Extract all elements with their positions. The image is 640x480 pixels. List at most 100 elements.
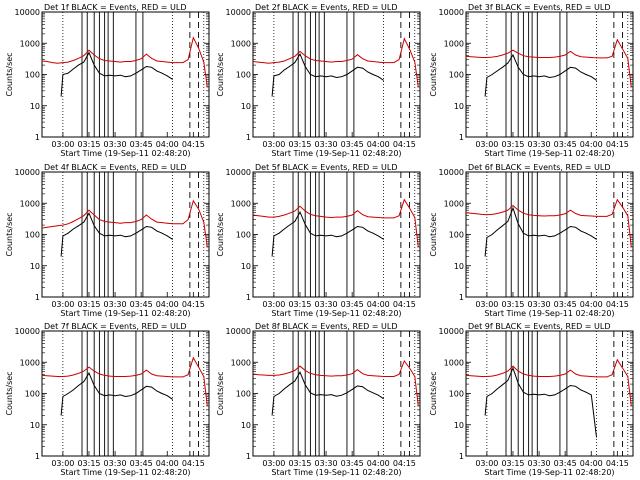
data-point-uld	[320, 215, 322, 217]
data-point-events	[151, 386, 152, 388]
data-point-events	[114, 235, 116, 237]
data-point-uld	[268, 216, 270, 218]
data-point-uld	[409, 48, 410, 50]
data-point-uld	[601, 376, 603, 378]
y-tick-label: 1000	[231, 358, 251, 367]
series-line-events	[484, 366, 597, 438]
data-point-uld	[622, 48, 623, 50]
y-tick-label: 10000	[15, 168, 40, 177]
data-point-uld	[377, 217, 379, 218]
data-point-uld	[268, 374, 270, 376]
plot-frame	[41, 330, 210, 457]
data-point-events	[580, 71, 582, 73]
data-point-events	[564, 388, 566, 390]
data-point-events	[517, 383, 519, 384]
data-point-events	[585, 232, 587, 234]
data-point-uld	[549, 57, 550, 58]
plot-frame	[41, 11, 210, 138]
data-point-events	[575, 226, 576, 228]
data-point-uld	[596, 376, 597, 378]
y-tick-label: 10000	[226, 327, 251, 336]
data-point-events	[356, 226, 358, 227]
data-point-events	[289, 224, 290, 226]
data-point-uld	[622, 206, 623, 208]
data-point-uld	[367, 374, 369, 376]
data-point-events	[377, 394, 379, 396]
data-point-uld	[403, 360, 405, 362]
y-tick-label: 100	[449, 231, 464, 240]
data-point-uld	[465, 374, 467, 376]
x-tick-label: 03:15	[288, 140, 311, 149]
data-point-uld	[156, 60, 158, 62]
series-line-uld	[41, 36, 208, 87]
data-point-events	[507, 221, 509, 222]
data-point-uld	[310, 213, 311, 215]
data-point-uld	[590, 376, 592, 377]
data-point-events	[310, 74, 311, 75]
data-point-uld	[114, 376, 116, 377]
x-tick-label: 03:15	[77, 300, 100, 309]
data-point-events	[114, 395, 116, 397]
data-point-uld	[549, 215, 550, 217]
panel-title: Det 3f BLACK = Events, RED = ULD	[468, 3, 611, 12]
data-point-events	[161, 393, 163, 394]
data-point-uld	[304, 369, 306, 371]
data-point-uld	[109, 60, 111, 62]
data-point-events	[533, 234, 535, 236]
data-point-events	[330, 75, 332, 77]
data-point-uld	[125, 376, 126, 377]
data-point-uld	[294, 369, 296, 371]
x-axis-label: Start Time (19-Sep-11 02:48:20)	[484, 149, 614, 158]
data-point-uld	[554, 56, 556, 58]
data-point-uld	[601, 57, 603, 59]
data-point-events	[484, 95, 486, 97]
x-tick-label: 03:00	[262, 459, 285, 468]
data-point-uld	[206, 86, 208, 88]
data-point-uld	[377, 61, 379, 63]
x-tick-label: 03:15	[501, 140, 524, 149]
data-point-uld	[78, 372, 79, 374]
data-point-uld	[383, 376, 384, 377]
data-point-uld	[496, 213, 498, 214]
data-point-events	[135, 72, 137, 74]
data-point-events	[67, 72, 69, 74]
data-point-events	[278, 74, 280, 75]
panel-det-2: Det 2f BLACK = Events, RED = ULD 1 10 100 10…	[216, 3, 421, 158]
series-line-events	[60, 51, 173, 97]
data-point-uld	[559, 55, 561, 57]
data-point-events	[320, 394, 322, 396]
data-point-uld	[151, 218, 152, 220]
data-point-events	[596, 436, 597, 438]
data-point-uld	[533, 214, 535, 216]
data-point-events	[377, 76, 379, 78]
data-point-uld	[67, 61, 69, 63]
data-point-uld	[203, 221, 205, 223]
data-point-uld	[182, 62, 184, 64]
data-point-events	[575, 385, 576, 387]
y-tick-label: 1	[35, 452, 40, 461]
y-tick-label: 10000	[439, 327, 464, 336]
data-point-events	[367, 71, 369, 73]
x-tick-label: 03:45	[130, 459, 153, 468]
data-point-uld	[52, 62, 53, 64]
data-point-events	[283, 69, 285, 71]
data-point-uld	[166, 61, 168, 63]
data-point-events	[367, 390, 369, 391]
data-point-uld	[114, 222, 116, 224]
panel-title: Det 1f BLACK = Events, RED = ULD	[44, 3, 187, 12]
data-point-uld	[140, 58, 142, 60]
data-point-uld	[206, 246, 208, 248]
data-point-events	[315, 76, 317, 78]
data-point-uld	[496, 374, 498, 376]
y-tick-label: 10	[454, 262, 464, 271]
data-point-uld	[83, 55, 85, 57]
x-tick-label: 04:15	[606, 300, 629, 309]
data-point-events	[166, 235, 168, 237]
data-point-events	[119, 74, 121, 76]
data-point-uld	[476, 213, 477, 215]
data-point-uld	[507, 370, 509, 372]
data-point-uld	[585, 375, 587, 377]
series-line-events	[484, 53, 597, 97]
data-point-uld	[62, 224, 64, 226]
data-point-events	[486, 396, 488, 397]
